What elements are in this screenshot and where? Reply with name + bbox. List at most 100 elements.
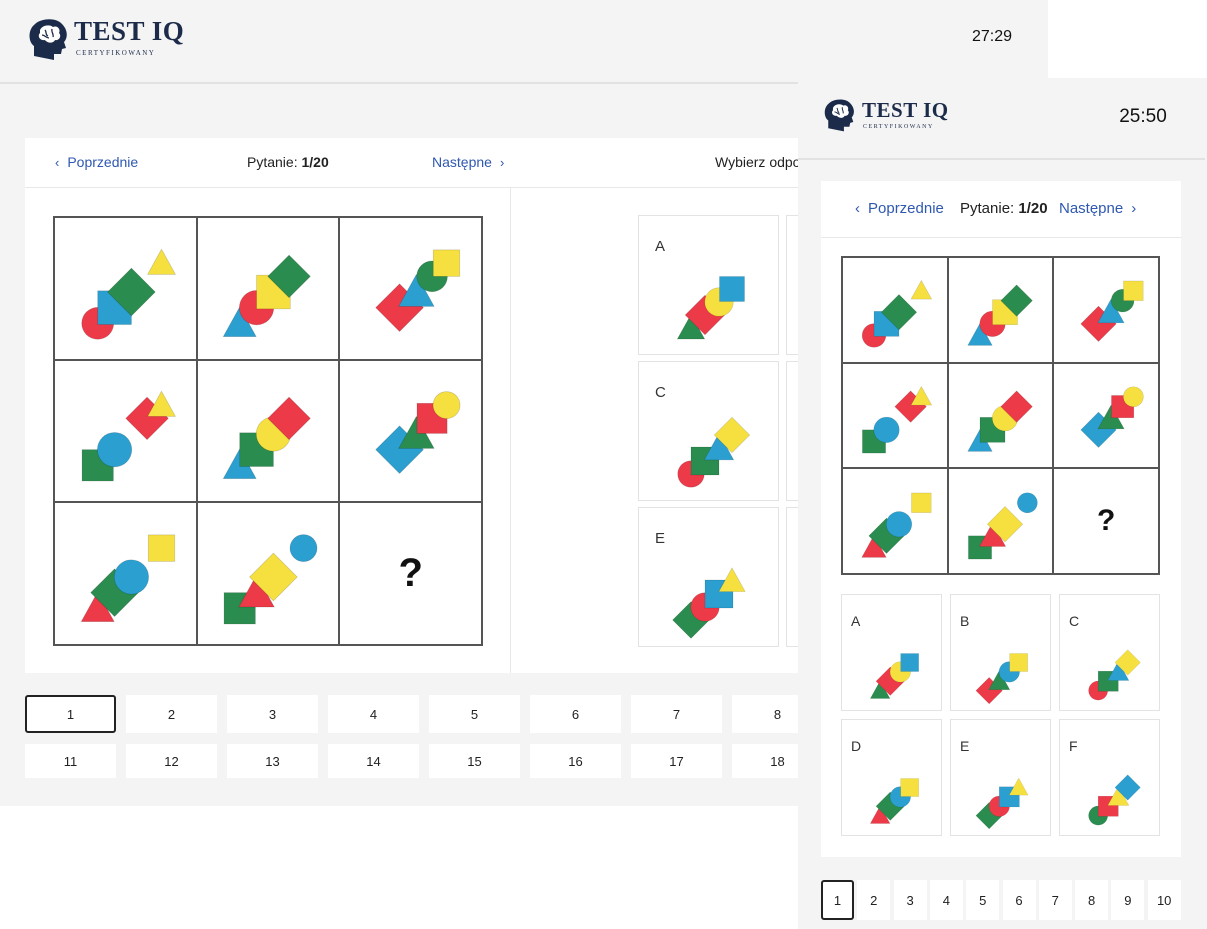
yellow-triangle-shape [718,567,746,592]
yellow-circle-shape [432,391,461,420]
answer-option-b[interactable] [786,215,798,355]
option-label: D [851,738,862,754]
page-button-2[interactable]: 2 [126,695,217,733]
blue-circle-shape [886,510,913,537]
page-button-12[interactable]: 12 [126,744,217,778]
next-button[interactable]: Następne › [1059,200,1136,217]
mobile-pagination: 1 2 3 4 5 6 7 8 9 10 [821,880,1183,920]
page-button-14[interactable]: 14 [328,744,419,778]
question-number: 1/20 [301,154,329,170]
mobile-logo[interactable]: TEST IQ CERTYFIKOWANY [822,96,962,140]
yellow-triangle-shape [910,385,933,406]
answer-option-c[interactable]: C [638,361,779,501]
puzzle-cell [842,362,948,469]
logo[interactable]: TEST IQ CERTYFIKOWANY [26,14,196,64]
page-button-11[interactable]: 11 [25,744,116,778]
figure-composition [375,249,461,332]
figure-composition [967,390,1033,452]
yellow-diamond-shape [249,552,299,602]
blue-triangle-shape [398,273,435,307]
figure-composition [80,248,176,340]
option-label: C [655,384,666,401]
mobile-question-nav: ‹ Poprzednie Pytanie: 1/20 Następne › [821,181,1181,238]
question-mark: ? [398,551,423,596]
figure-composition [1088,774,1141,826]
figure-composition [1088,649,1141,701]
page-button-6[interactable]: 6 [1002,880,1036,920]
question-counter: Pytanie: 1/20 [247,154,329,170]
page-button-13[interactable]: 13 [227,744,318,778]
figure-composition [222,254,312,337]
answer-option-d[interactable]: D [841,719,942,836]
option-label: E [655,530,666,547]
green-diamond-shape [106,267,156,316]
page-button-9[interactable]: 9 [1111,880,1145,920]
answer-option-b[interactable]: B [950,594,1051,711]
option-label: F [1069,738,1078,754]
figure-composition [967,284,1033,346]
page-button-7[interactable]: 7 [1038,880,1072,920]
figure-composition [869,778,919,824]
page-button-7[interactable]: 7 [631,695,722,733]
blue-circle-shape [289,534,318,562]
page-button-16[interactable]: 16 [530,744,621,778]
mobile-timer: 25:50 [1119,106,1167,127]
option-label: A [851,613,861,629]
answer-option-f[interactable]: F [1059,719,1160,836]
question-nav: ‹ Poprzednie Pytanie: 1/20 Następne › Wy… [25,138,800,188]
page-button-5[interactable]: 5 [429,695,520,733]
figure-composition [1080,281,1144,343]
page-button-18[interactable]: 18 [732,744,798,778]
page-button-3[interactable]: 3 [893,880,927,920]
figure-composition [672,567,746,639]
page-button-17[interactable]: 17 [631,744,722,778]
figure-composition [80,534,175,622]
puzzle-cell [842,257,948,363]
answer-option-e[interactable]: E [638,507,779,647]
page-button-8[interactable]: 8 [732,695,798,733]
question-prefix: Pytanie: [960,200,1015,217]
logo-title: TEST IQ [862,98,949,122]
prev-button[interactable]: ‹ Poprzednie [55,154,138,170]
answer-option-e[interactable]: E [950,719,1051,836]
page-button-1[interactable]: 1 [25,695,116,733]
figure-composition [81,390,176,482]
chevron-right-icon: › [499,154,505,170]
card-divider [510,188,511,673]
page-button-15[interactable]: 15 [429,744,520,778]
page-button-5[interactable]: 5 [966,880,1000,920]
blue-square-shape [719,276,745,302]
puzzle-cell-missing: ? [1053,468,1159,574]
yellow-square-shape [1009,653,1028,672]
page-button-10[interactable]: 10 [1147,880,1181,920]
question-prefix: Pytanie: [247,154,298,170]
green-diamond-shape [881,294,918,331]
yellow-diamond-shape [986,505,1024,542]
page-button-6[interactable]: 6 [530,695,621,733]
figure-composition [677,416,751,488]
logo-subtitle: CERTYFIKOWANY [76,49,156,57]
answer-option-a[interactable]: A [638,215,779,355]
next-button[interactable]: Następne › [432,154,504,170]
answer-option-a[interactable]: A [841,594,942,711]
header [0,0,1207,84]
blue-diamond-shape [1114,774,1141,801]
puzzle-cell [54,359,197,503]
prev-button[interactable]: ‹ Poprzednie [855,200,944,217]
page-button-1[interactable]: 1 [821,880,854,920]
answer-option-c[interactable]: C [1059,594,1160,711]
mobile-puzzle-grid: ? [841,256,1160,575]
puzzle-cell [339,217,482,360]
page-button-4[interactable]: 4 [328,695,419,733]
blue-triangle-shape [1097,298,1125,324]
page-button-8[interactable]: 8 [1075,880,1109,920]
yellow-diamond-shape [1114,649,1141,676]
blue-square-shape [900,653,919,672]
page-button-3[interactable]: 3 [227,695,318,733]
answer-option-f[interactable] [786,507,798,647]
answer-option-d[interactable] [786,361,798,501]
page-button-4[interactable]: 4 [929,880,963,920]
page-button-2[interactable]: 2 [857,880,891,920]
green-diamond-shape [1000,284,1033,318]
